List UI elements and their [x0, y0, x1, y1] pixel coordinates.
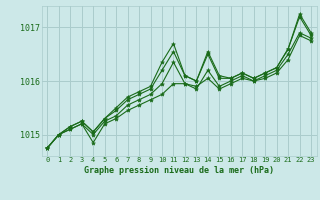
X-axis label: Graphe pression niveau de la mer (hPa): Graphe pression niveau de la mer (hPa): [84, 166, 274, 175]
